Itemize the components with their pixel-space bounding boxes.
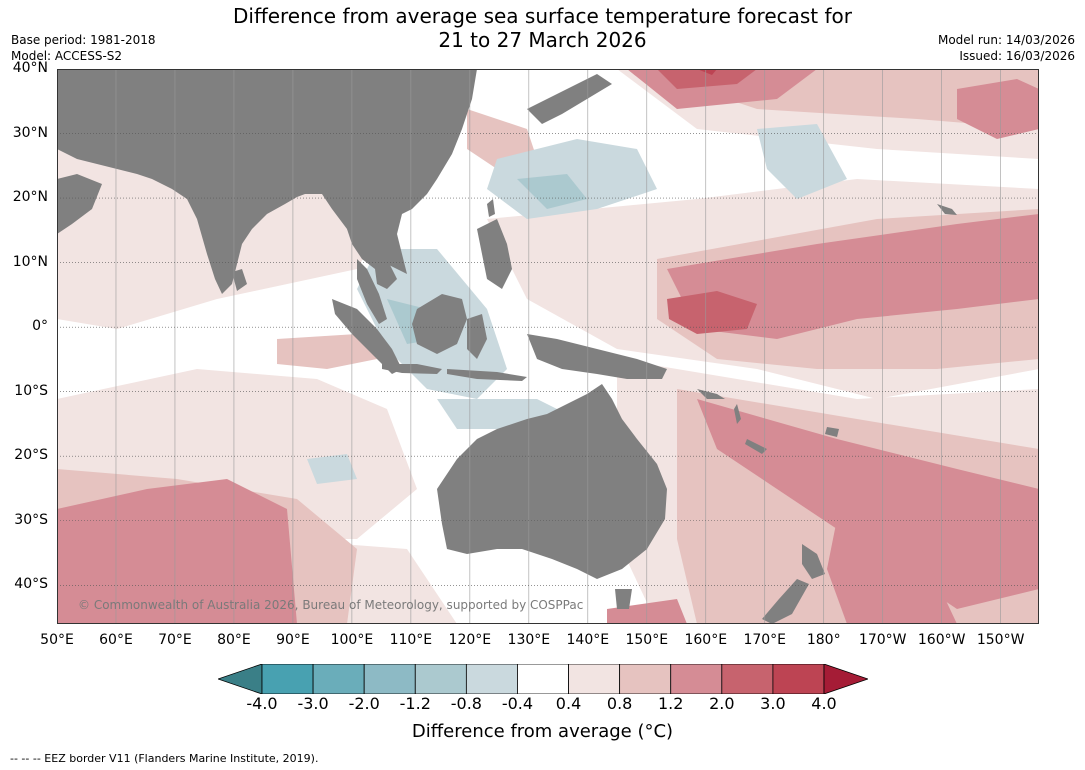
colorbar-swatches [216,663,870,695]
land-masses [57,69,957,624]
colorbar-tick-label: 3.0 [760,694,786,713]
latitude-label: 10°N [12,253,48,270]
colorbar-swatch [261,663,314,695]
colorbar-tick-label: -4.0 [246,694,278,713]
land-sumatra [332,299,402,374]
colorbar-tick-label: -1.2 [399,694,431,713]
map-title: Difference from average sea surface temp… [0,4,1085,52]
colorbar-swatch [517,663,569,695]
colorbar-tick-label: -2.0 [348,694,380,713]
latitude-label: 10°S [14,382,48,399]
colorbar-swatch-min [216,663,263,695]
land-sulawesi [467,314,487,359]
longitude-label: 110°E [389,632,433,648]
meta-right: Model run: 14/03/2026 Issued: 16/03/2026 [938,32,1075,64]
latitude-label: 0° [32,318,48,335]
land-taiwan [487,199,495,217]
latitude-label: 20°N [12,189,48,206]
colorbar [216,663,870,695]
land-java [382,364,442,374]
meta-left: Base period: 1981-2018 Model: ACCESS-S2 [11,32,156,64]
colorbar-swatch [670,663,723,695]
longitude-label: 160°W [917,632,966,648]
land-sri-lanka [232,269,247,291]
land-new-caledonia [745,439,767,454]
longitude-label: 60°E [99,632,133,648]
longitude-label: 70°E [158,632,192,648]
longitude-label: 90°E [276,632,310,648]
colorbar-tick-label: 2.0 [709,694,735,713]
graticule [57,69,1039,624]
land-indochina [347,219,397,289]
base-period: Base period: 1981-2018 [11,33,156,47]
land-australia [437,384,667,579]
colorbar-title: Difference from average (°C) [411,721,674,742]
colorbar-swatch [619,663,672,695]
land-fiji [825,427,839,437]
colorbar-swatch-max [823,663,870,695]
colorbar-tick-label: -0.4 [501,694,534,713]
longitude-label: 50°E [40,632,74,648]
colorbar-swatch [772,663,825,695]
colorbar-tick-label: -0.8 [450,694,482,713]
land-philippines [477,219,512,289]
colorbar-swatch [363,663,416,695]
longitude-label: 80°E [217,632,251,648]
sst-map[interactable] [57,69,1039,624]
sst-map-canvas [57,69,1039,624]
land-malay-peninsula [357,259,387,324]
colorbar-swatch [465,663,518,695]
land-new-zealand-north [802,544,825,579]
land-arabia [57,174,102,234]
land-new-guinea [527,334,667,379]
land-japan [527,74,612,124]
model-run: Model run: 14/03/2026 [937,33,1075,47]
latitude-label: 30°S [14,511,48,528]
longitude-label: 160°E [684,632,728,648]
longitude-label: 150°W [976,632,1025,648]
issued-date: Issued: 16/03/2026 [959,49,1075,63]
latitude-label: 20°S [14,447,48,464]
colorbar-tick-label: -3.0 [297,694,329,713]
colorbar-swatch [312,663,365,695]
longitude-label: 130°E [507,632,551,648]
map-frame [57,69,1039,624]
latitude-label: 40°N [12,60,48,76]
land-tasmania [615,589,632,609]
latitude-label: 30°N [12,124,48,141]
land-hawaii [937,204,957,215]
colorbar-tick-label: 0.4 [555,694,582,713]
title-line-1: Difference from average sea surface temp… [232,4,852,28]
land-borneo [412,294,467,354]
colorbar-swatch [568,663,621,695]
longitude-label: 150°E [625,632,669,648]
longitude-label: 100°E [330,632,374,648]
land-solomons [697,389,725,399]
land-new-zealand-south [762,579,809,624]
longitude-label: 140°E [566,632,610,648]
colorbar-tick-label: 4.0 [811,694,837,713]
colorbar-swatch [721,663,774,695]
latitude-label: 40°S [14,576,48,593]
land-lesser-sunda [447,369,527,381]
longitude-label: 170°W [858,632,907,648]
title-line-2: 21 to 27 March 2026 [438,28,647,52]
colorbar-swatch [414,663,467,695]
eez-footnote: -- -- -- EEZ border V11 (Flanders Marine… [10,752,319,765]
longitude-label: 120°E [448,632,492,648]
copyright-notice: © Commonwealth of Australia 2026, Bureau… [78,598,584,612]
colorbar-tick-label: 0.8 [606,694,633,713]
model-name: Model: ACCESS-S2 [11,49,123,63]
longitude-label: 170°E [743,632,787,648]
longitude-label: 180° [806,632,841,648]
land-vanuatu [734,404,741,424]
colorbar-tick-label: 1.2 [657,694,684,713]
